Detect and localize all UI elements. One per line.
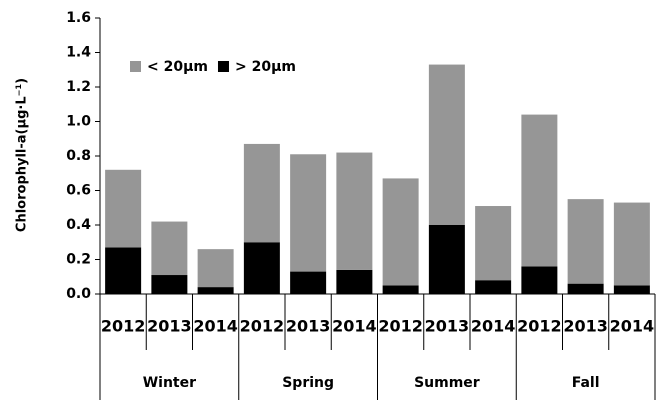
x-tick-label: 2014: [610, 317, 655, 336]
x-tick-label: 2013: [425, 317, 470, 336]
group-label: Fall: [572, 375, 600, 391]
legend-label: > 20μm: [235, 59, 296, 75]
y-tick-label: 0.8: [66, 148, 91, 164]
bar-segment: [428, 64, 465, 225]
y-axis-label: Chlorophyll-a(μg·L⁻¹): [15, 78, 30, 232]
x-tick-label: 2012: [240, 317, 285, 336]
bar-segment: [151, 275, 188, 294]
bar-segment: [336, 152, 373, 270]
legend-label: < 20μm: [147, 59, 208, 75]
group-label: Winter: [143, 375, 196, 391]
bar-segment: [521, 266, 558, 294]
group-label: Spring: [282, 375, 334, 391]
bar-segment: [567, 199, 604, 284]
bar-segment: [475, 280, 512, 294]
bar-segment: [382, 178, 419, 286]
x-tick-label: 2014: [471, 317, 516, 336]
bar-segment: [382, 285, 419, 294]
y-tick-label: 1.2: [66, 79, 91, 95]
legend-swatch: [217, 61, 229, 72]
bar-segment: [613, 202, 650, 286]
bar-segment: [105, 169, 142, 248]
x-tick-label: 2012: [517, 317, 562, 336]
x-tick-label: 2014: [332, 317, 377, 336]
x-tick-label: 2013: [286, 317, 331, 336]
bar-segment: [243, 143, 280, 243]
y-tick-label: 0.6: [66, 183, 91, 199]
bar-segment: [567, 283, 604, 294]
bar-segment: [613, 285, 650, 294]
bar-segment: [336, 269, 373, 294]
y-tick-label: 1.4: [66, 45, 91, 61]
x-tick-label: 2013: [563, 317, 608, 336]
bar-segment: [290, 154, 327, 272]
bar-segment: [521, 114, 558, 267]
bar-segment: [105, 247, 142, 294]
y-tick-label: 1.6: [66, 10, 91, 26]
x-tick-label: 2013: [147, 317, 192, 336]
bar-segment: [197, 287, 234, 294]
y-tick-label: 0.0: [66, 286, 91, 302]
bar-segment: [475, 206, 512, 281]
y-tick-label: 0.2: [66, 252, 91, 268]
bar-segment: [197, 249, 234, 288]
bar-segment: [290, 271, 327, 294]
bar-segment: [151, 221, 188, 276]
group-label: Summer: [414, 375, 480, 391]
bar-segment: [243, 242, 280, 294]
y-tick-label: 1.0: [66, 114, 91, 130]
y-tick-label: 0.4: [66, 217, 91, 233]
x-tick-label: 2012: [101, 317, 146, 336]
x-tick-label: 2014: [193, 317, 238, 336]
legend-swatch: [130, 61, 141, 72]
bar-segment: [428, 225, 465, 294]
x-tick-label: 2012: [378, 317, 423, 336]
